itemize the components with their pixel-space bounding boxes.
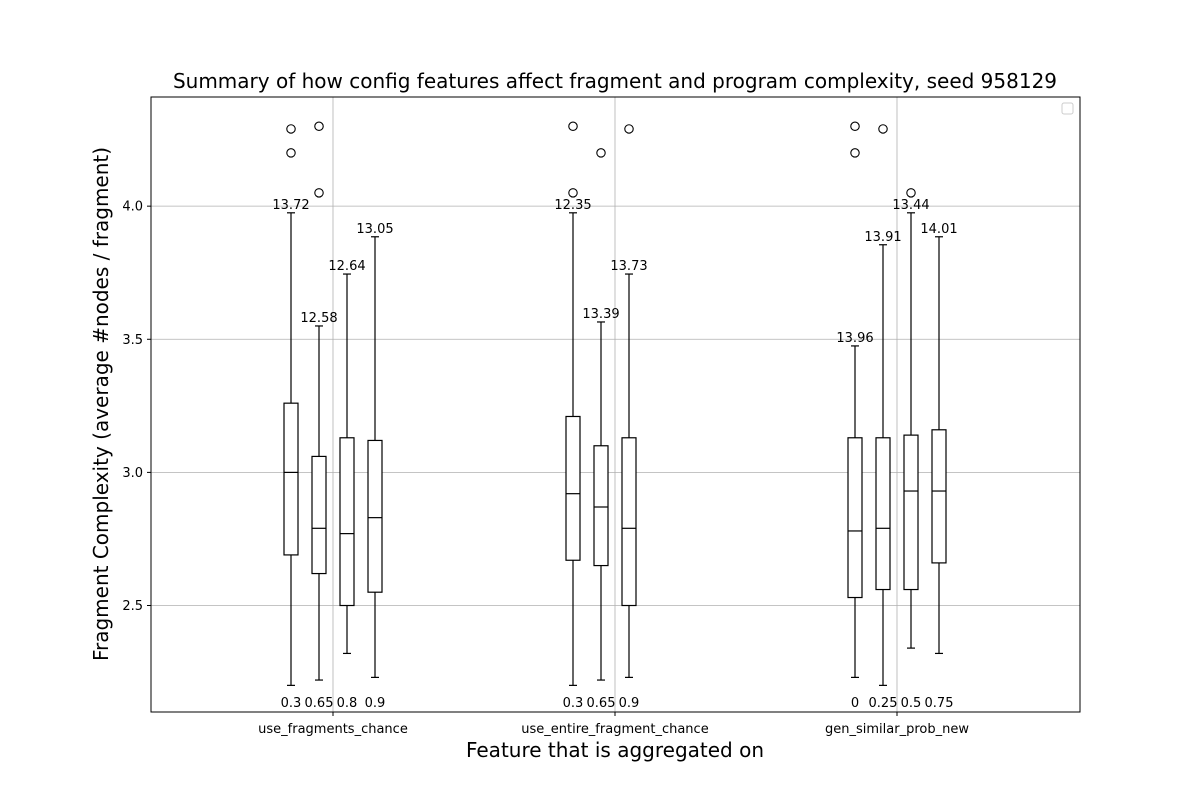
chart-title: Summary of how config features affect fr… xyxy=(173,69,1057,93)
outlier-point xyxy=(624,124,634,134)
outlier-point xyxy=(314,188,324,198)
box: 13.72 0.3 xyxy=(272,124,310,711)
iqr-box xyxy=(875,437,891,591)
x-tick-label: use_entire_fragment_chance xyxy=(521,722,708,737)
outlier-point xyxy=(568,121,578,132)
box: 13.91 0.25 xyxy=(864,124,902,711)
outlier-point xyxy=(286,148,296,158)
y-tick-label: 2.5 xyxy=(122,599,143,614)
y-tick-label: 4.0 xyxy=(122,200,143,215)
iqr-box xyxy=(311,455,327,575)
box-top-label: 13.39 xyxy=(582,307,619,322)
box-top-label: 12.58 xyxy=(300,311,337,326)
iqr-box xyxy=(931,429,947,564)
box-category-label: 0 xyxy=(851,696,859,711)
box: 12.35 0.3 xyxy=(554,121,592,711)
box-category-label: 0.5 xyxy=(901,696,922,711)
box-category-label: 0.9 xyxy=(619,696,640,711)
iqr-box xyxy=(847,437,863,599)
y-tick-label: 3.5 xyxy=(122,333,143,348)
iqr-box xyxy=(565,415,581,561)
iqr-box xyxy=(903,434,919,591)
box-top-label: 13.73 xyxy=(610,259,647,274)
outlier-point xyxy=(286,124,296,134)
x-tick-label: gen_similar_prob_new xyxy=(825,722,969,737)
box-category-label: 0.8 xyxy=(337,696,358,711)
outlier-point xyxy=(568,188,578,198)
outlier-point xyxy=(850,121,860,132)
box-top-label: 13.96 xyxy=(836,331,873,346)
iqr-box xyxy=(367,439,383,593)
box-top-label: 12.35 xyxy=(554,198,591,213)
box: 13.96 0 xyxy=(836,121,874,711)
iqr-box xyxy=(339,437,355,607)
box: 13.05 0.9 xyxy=(356,222,393,711)
box: 13.44 0.5 xyxy=(892,188,930,711)
box-top-label: 13.44 xyxy=(892,198,929,213)
box: 14.01 0.75 xyxy=(920,222,957,711)
box-category-label: 0.9 xyxy=(365,696,386,711)
box-top-label: 14.01 xyxy=(920,222,957,237)
box-category-label: 0.65 xyxy=(305,696,334,711)
marks-layer: 13.72 0.3 12.58 0.65 12.64 0.8 13.05 0.9 12.35 0.… xyxy=(272,121,958,711)
outlier-point xyxy=(906,188,916,198)
box-category-label: 0.3 xyxy=(281,696,302,711)
box-category-label: 0.25 xyxy=(869,696,898,711)
legend-box xyxy=(1061,102,1074,115)
box: 12.64 0.8 xyxy=(328,259,365,711)
box: 12.58 0.65 xyxy=(300,121,338,711)
iqr-box xyxy=(621,437,637,607)
box-top-label: 13.72 xyxy=(272,198,309,213)
box: 13.39 0.65 xyxy=(582,148,620,711)
box: 13.73 0.9 xyxy=(610,124,648,711)
box-category-label: 0.65 xyxy=(587,696,616,711)
iqr-box xyxy=(283,402,299,556)
outlier-point xyxy=(314,121,324,132)
box-category-label: 0.75 xyxy=(925,696,954,711)
box-top-label: 12.64 xyxy=(328,259,365,274)
iqr-box xyxy=(593,445,609,567)
outlier-point xyxy=(596,148,606,158)
y-tick-label: 3.0 xyxy=(122,466,143,481)
outlier-point xyxy=(850,148,860,158)
x-axis-label: Feature that is aggregated on xyxy=(466,738,764,762)
axes-layer: 2.5 3.0 3.5 4.0 use_fragments_chance use_enti… xyxy=(122,96,1081,737)
outlier-point xyxy=(878,124,888,134)
box-top-label: 13.05 xyxy=(356,222,393,237)
box-top-label: 13.91 xyxy=(864,230,901,245)
box-category-label: 0.3 xyxy=(563,696,584,711)
grid-layer xyxy=(151,97,1080,712)
x-tick-label: use_fragments_chance xyxy=(258,722,408,737)
plot-frame xyxy=(150,96,1081,713)
y-axis-label: Fragment Complexity (average #nodes / fr… xyxy=(89,147,113,661)
